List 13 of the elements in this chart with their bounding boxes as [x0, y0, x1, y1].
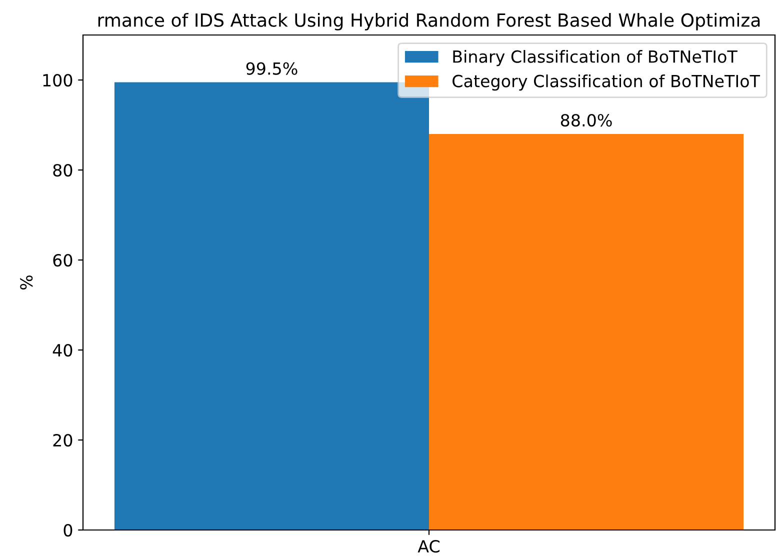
y-tick-label: 40 — [52, 344, 72, 357]
y-axis-title: % — [20, 276, 33, 290]
y-tick-label: 0 — [64, 524, 72, 537]
y-tick-label: 20 — [53, 434, 72, 447]
y-tick-label: 60 — [53, 254, 72, 267]
legend-label: Binary Classification of BoTNeTIoT — [453, 50, 738, 66]
y-tick-label: 80 — [53, 164, 72, 177]
chart-title: rmance of IDS Attack Using Hybrid Random Forest Based Whale Optimiza — [98, 12, 760, 30]
data-label: 99.5% — [246, 62, 298, 75]
x-tick-label: AC — [418, 540, 440, 553]
legend-label: Category Classification of BoTNeTIoT — [452, 74, 760, 91]
data-label: 88.0% — [560, 114, 612, 127]
y-tick-label: 100 — [43, 74, 72, 87]
